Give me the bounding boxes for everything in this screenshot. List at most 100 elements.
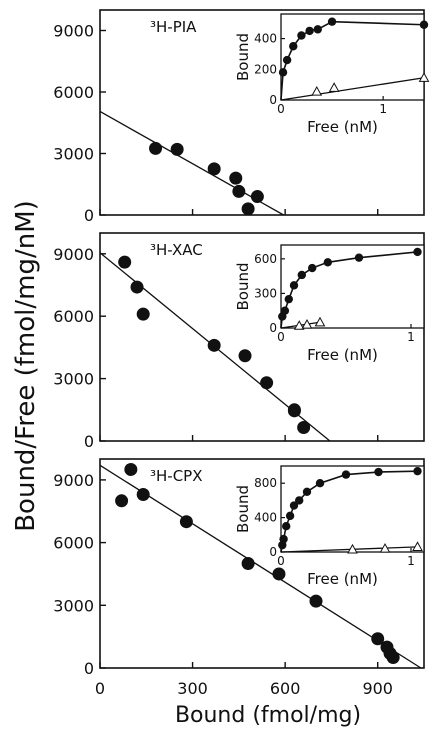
inset-ylabel: Bound — [234, 485, 252, 533]
y-tick-label: 6000 — [53, 83, 94, 102]
inset-x-tick-label: 0 — [277, 330, 285, 344]
data-point — [124, 462, 138, 476]
data-point — [207, 338, 221, 352]
data-point — [229, 171, 243, 185]
inset-filled-point — [302, 487, 312, 496]
inset-y-tick-label: 600 — [254, 252, 277, 266]
inset-frame — [280, 465, 425, 553]
inset-open-point — [379, 543, 391, 553]
x-tick-label: 0 — [95, 679, 105, 698]
inset-filled-point — [413, 466, 422, 476]
inset-nonspecific-line — [280, 546, 418, 553]
data-point — [297, 420, 311, 434]
inset-filled-point — [313, 25, 322, 34]
figure-xlabel: Bound (fmol/mg) — [175, 703, 361, 728]
inset-frame — [280, 13, 425, 101]
inset-filled-point — [282, 55, 292, 65]
data-point — [130, 280, 144, 294]
panel-title: ³H-CPX — [150, 467, 203, 485]
inset-filled-point — [308, 263, 317, 273]
inset-y-tick-label: 400 — [254, 32, 277, 46]
y-tick-label: 3000 — [53, 370, 94, 389]
inset-y-tick-label: 400 — [254, 511, 277, 525]
data-point — [207, 162, 221, 176]
inset-filled-point — [279, 534, 288, 544]
data-point — [136, 488, 150, 502]
y-tick-label: 9000 — [53, 22, 94, 41]
inset-filled-point — [374, 467, 383, 477]
inset-y-tick-label: 200 — [254, 62, 277, 76]
inset-open-point — [328, 82, 340, 92]
inset-filled-point — [323, 258, 332, 267]
y-tick-label: 0 — [84, 206, 94, 225]
data-point — [260, 376, 274, 390]
data-point — [250, 190, 264, 204]
data-point — [149, 141, 163, 155]
panel-pia: 0 3000 6000 9000 ³H-PIA 0 200 400 0 1 Bound Free (n… — [53, 9, 430, 225]
inset: 0 300 600 0 1 Bound Free (nM) — [234, 244, 425, 364]
panel-title: ³H-XAC — [150, 241, 203, 259]
data-point — [232, 184, 246, 198]
inset-filled-point — [289, 501, 299, 510]
inset-filled-point — [315, 479, 325, 488]
y-tick-label: 0 — [84, 659, 94, 678]
inset-filled-point — [280, 306, 290, 315]
inset-open-point — [314, 316, 326, 327]
inset-filled-point — [341, 470, 351, 479]
inset: 0 200 400 0 1 Bound Free (nM) — [234, 13, 430, 136]
y-tick-label: 9000 — [53, 471, 94, 490]
panel-frame — [99, 458, 425, 669]
inset-ylabel: Bound — [234, 262, 252, 310]
data-point — [118, 255, 132, 269]
inset-filled-point — [297, 31, 306, 40]
panel-cpx: 0 3000 6000 9000 ³H-CPX 0 400 800 0 1 Bound Free (n… — [53, 458, 425, 678]
inset-open-point — [301, 319, 313, 329]
inset-filled-point — [327, 17, 337, 26]
inset-y-tick-label: 300 — [254, 286, 277, 300]
y-tick-label: 3000 — [53, 596, 94, 615]
inset-x-tick-label: 0 — [277, 554, 285, 568]
figure-x-ticks: 0 300 600 900 — [95, 679, 393, 698]
panel-frame — [99, 232, 425, 442]
inset: 0 400 800 0 1 Bound Free (nM) — [234, 465, 425, 588]
data-point — [115, 494, 129, 508]
data-point — [170, 142, 184, 156]
y-tick-label: 6000 — [53, 307, 94, 326]
inset-y-tick-label: 0 — [269, 93, 277, 107]
data-point — [386, 651, 400, 665]
inset-filled-point — [282, 522, 291, 531]
inset-filled-point — [297, 270, 306, 280]
inset-xlabel: Free (nM) — [307, 118, 378, 136]
inset-xlabel: Free (nM) — [307, 570, 378, 588]
inset-ylabel: Bound — [234, 33, 252, 81]
panel-title: ³H-PIA — [150, 18, 197, 36]
inset-y-tick-label: 0 — [269, 321, 277, 335]
data-point — [241, 202, 255, 216]
inset-filled-point — [413, 247, 422, 257]
inset-open-point — [293, 320, 305, 330]
x-tick-label: 900 — [362, 679, 393, 698]
inset-open-point — [347, 543, 358, 554]
x-tick-label: 300 — [177, 679, 208, 698]
inset-filled-point — [284, 294, 293, 304]
inset-filled-point — [305, 26, 314, 36]
x-tick-label: 600 — [270, 679, 301, 698]
data-point — [241, 557, 255, 570]
inset-frame — [280, 244, 425, 329]
inset-y-tick-label: 800 — [254, 476, 277, 490]
panel-frame — [99, 9, 425, 216]
y-tick-label: 0 — [84, 432, 94, 451]
inset-x-tick-label: 1 — [379, 102, 387, 116]
inset-open-point — [412, 541, 423, 551]
data-point — [179, 515, 193, 529]
inset-filled-point — [278, 68, 288, 77]
data-point — [272, 567, 286, 581]
inset-x-tick-label: 1 — [407, 554, 415, 568]
fit-line — [99, 464, 422, 669]
inset-filled-point — [419, 20, 429, 29]
inset-y-tick-label: 0 — [269, 545, 277, 559]
inset-xlabel: Free (nM) — [307, 346, 378, 364]
inset-filled-point — [354, 253, 364, 262]
